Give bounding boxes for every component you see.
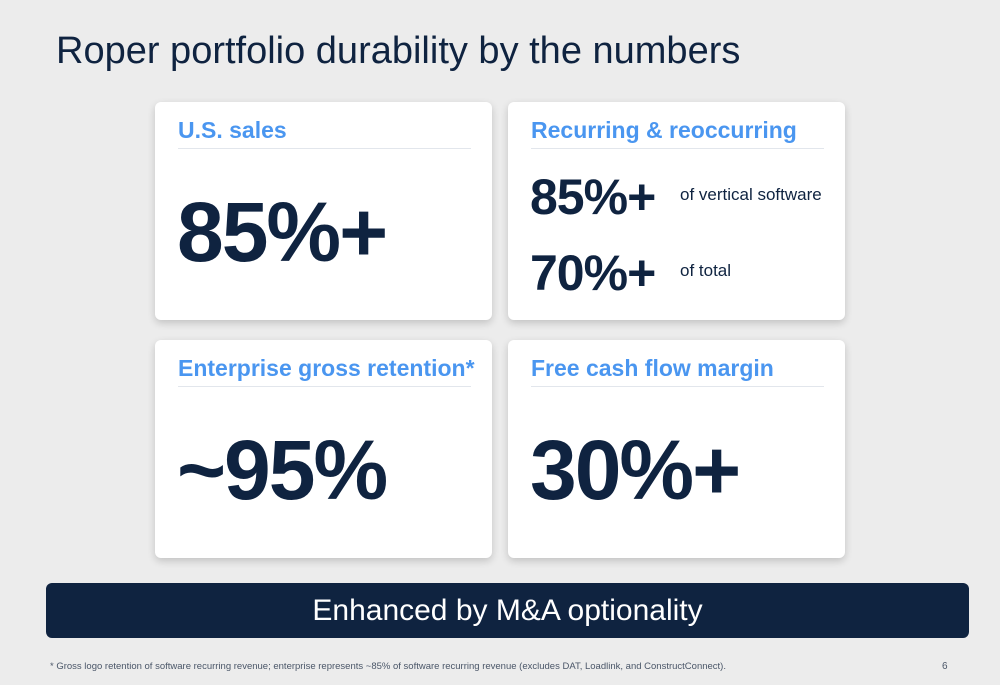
recurring-divider xyxy=(531,148,824,149)
us-sales-card: U.S. sales 85%+ xyxy=(155,102,492,320)
retention-card: Enterprise gross retention* ~95% xyxy=(155,340,492,558)
recurring-card: Recurring & reoccurring 85%+ of vertical… xyxy=(508,102,845,320)
retention-value: ~95% xyxy=(177,423,388,517)
footnote: * Gross logo retention of software recur… xyxy=(50,661,726,672)
slide-title: Roper portfolio durability by the number… xyxy=(56,30,741,72)
recurring-title: Recurring & reoccurring xyxy=(531,117,797,143)
recurring-total-note: of total xyxy=(680,261,732,280)
fcf-value: 30%+ xyxy=(530,423,741,517)
ma-optionality-banner: Enhanced by M&A optionality xyxy=(46,583,969,638)
fcf-divider xyxy=(531,386,824,387)
recurring-vertical-value: 85%+ xyxy=(530,169,656,225)
recurring-total-value: 70%+ xyxy=(530,245,656,301)
retention-divider xyxy=(178,386,471,387)
fcf-title: Free cash flow margin xyxy=(531,355,774,381)
fcf-card: Free cash flow margin 30%+ xyxy=(508,340,845,558)
us-sales-divider xyxy=(178,148,471,149)
us-sales-value: 85%+ xyxy=(177,185,388,279)
page-number: 6 xyxy=(942,661,948,672)
retention-title: Enterprise gross retention* xyxy=(178,355,475,381)
us-sales-title: U.S. sales xyxy=(178,117,287,143)
banner-text: Enhanced by M&A optionality xyxy=(312,593,703,627)
recurring-vertical-note: of vertical software xyxy=(680,185,822,204)
